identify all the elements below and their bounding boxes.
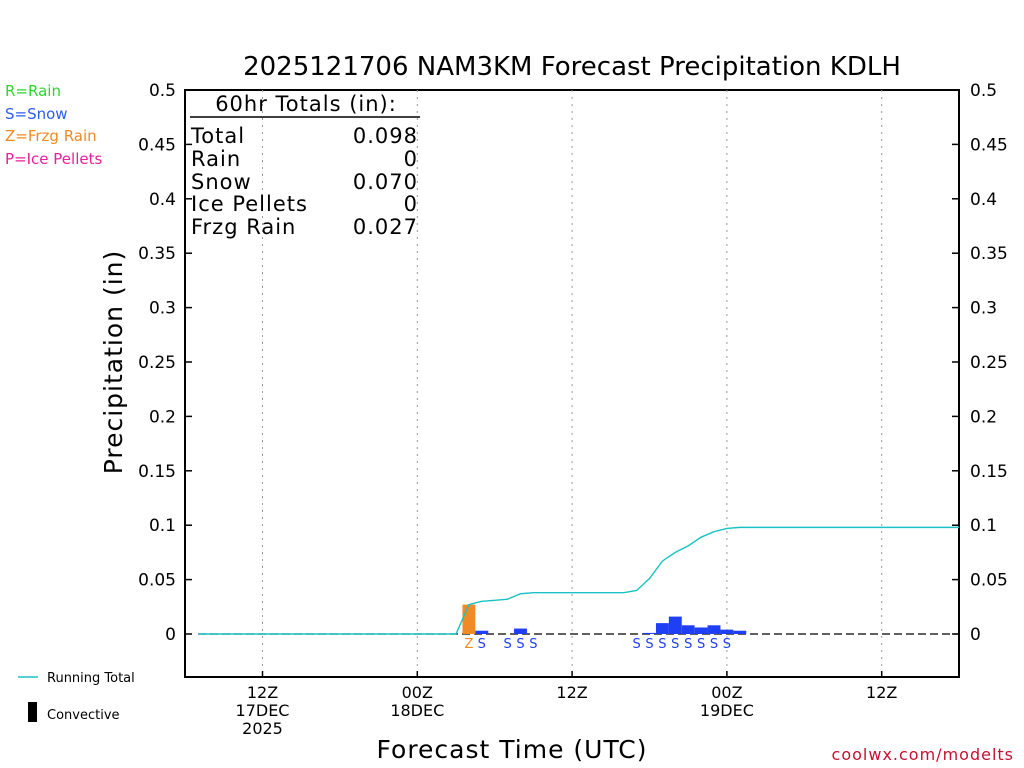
type-code-s: S (710, 637, 718, 652)
y-tick-label: 0.1 (149, 516, 176, 536)
totals-ice-pellets-label: Ice Pellets (191, 192, 308, 216)
x-tick-label: 18DEC (390, 701, 444, 720)
type-code-s: S (697, 637, 705, 652)
bar-snow (707, 625, 721, 634)
type-legend: R=Rain S=Snow Z=Frzg Rain P=Ice Pellets (5, 82, 102, 168)
totals-total-value: 0.098 (353, 124, 418, 148)
x-tick-label: 19DEC (700, 701, 754, 720)
bar-snow (514, 628, 527, 634)
bar-snow (720, 629, 734, 634)
type-code-s: S (671, 637, 679, 652)
y-tick-label: 0.3 (970, 299, 997, 319)
type-code-s: S (632, 637, 640, 652)
y-tick-label: 0.45 (138, 135, 176, 155)
site-credit: coolwx.com/modelts (832, 745, 1014, 764)
type-code-s: S (723, 637, 731, 652)
legend-snow: S=Snow (5, 105, 68, 123)
y-tick-label: 0 (970, 625, 981, 645)
x-tick-label: 00Z (711, 683, 742, 702)
totals-heading: 60hr Totals (in): (215, 92, 397, 116)
convective-legend-label: Convective (47, 708, 120, 723)
x-tick-label: 12Z (247, 683, 278, 702)
x-tick-label: 2025 (242, 719, 283, 738)
bar-snow (681, 625, 695, 634)
type-code-s: S (516, 637, 524, 652)
type-code-s: S (645, 637, 653, 652)
y-tick-label: 0 (165, 625, 176, 645)
y-tick-label: 0.25 (970, 353, 1008, 373)
running-total-legend-label: Running Total (47, 671, 135, 686)
x-tick-label: 12Z (866, 683, 897, 702)
totals-frzg-rain-value: 0.027 (353, 215, 418, 239)
bar-snow (668, 616, 682, 634)
bar-snow (475, 630, 489, 634)
type-code-s: S (658, 637, 666, 652)
type-code-z: Z (464, 637, 473, 652)
y-tick-label: 0.4 (149, 190, 176, 210)
totals-ice-pellets-value: 0 (404, 192, 418, 216)
y-tick-label: 0.05 (138, 571, 176, 591)
x-tick-label: 00Z (402, 683, 433, 702)
y-tick-label: 0.2 (149, 407, 176, 427)
y-tick-label: 0.2 (970, 407, 997, 427)
bar-snow (643, 632, 656, 634)
y-tick-label: 0.45 (970, 135, 1008, 155)
chart-title: 2025121706 NAM3KM Forecast Precipitation… (243, 52, 901, 82)
y-tick-label: 0.15 (970, 462, 1008, 482)
totals-snow-label: Snow (191, 170, 252, 194)
y-tick-label: 0.5 (149, 81, 176, 101)
totals-box: 60hr Totals (in): Total 0.098 Rain 0 Sno… (190, 92, 420, 239)
y-tick-label: 0.3 (149, 299, 176, 319)
y-tick-label: 0.35 (970, 244, 1008, 264)
y-tick-label: 0.25 (138, 353, 176, 373)
x-tick-label: 17DEC (236, 701, 290, 720)
totals-rain-value: 0 (404, 147, 418, 171)
totals-total-label: Total (190, 124, 245, 148)
y-tick-label: 0.15 (138, 462, 176, 482)
y-tick-label: 0.4 (970, 190, 997, 210)
bar-snow (655, 623, 669, 634)
totals-rain-label: Rain (191, 147, 241, 171)
type-code-s: S (503, 637, 511, 652)
y-tick-label: 0.35 (138, 244, 176, 264)
running-total-line (198, 526, 959, 635)
x-axis-label: Forecast Time (UTC) (377, 735, 648, 764)
bar-snow (694, 627, 708, 634)
y-axis-right: 0 0.05 0.1 0.15 0.2 0.25 0.3 0.35 0.4 0.45 0.5 (952, 81, 1008, 645)
y-tick-label: 0.05 (970, 571, 1008, 591)
y-tick-label: 0.5 (970, 81, 997, 101)
legend-frzg-rain: Z=Frzg Rain (5, 127, 97, 145)
legend-ice-pellets: P=Ice Pellets (5, 150, 102, 168)
legend-rain: R=Rain (5, 82, 61, 100)
totals-frzg-rain-label: Frzg Rain (191, 215, 296, 239)
y-axis-label: Precipitation (in) (99, 250, 128, 475)
type-code-s: S (684, 637, 692, 652)
totals-snow-value: 0.070 (353, 170, 418, 194)
x-tick-label: 12Z (556, 683, 587, 702)
bar-frzg-rain (462, 604, 476, 634)
convective-swatch (28, 702, 37, 722)
y-tick-label: 0.1 (970, 516, 997, 536)
type-code-s: S (478, 637, 486, 652)
bar-snow (733, 630, 747, 634)
type-code-s: S (529, 637, 537, 652)
y-axis-left: 0 0.05 0.1 0.15 0.2 0.25 0.3 0.35 0.4 0.45 0.5 (138, 81, 192, 645)
precip-bars (462, 604, 747, 634)
line-legend: Running Total Convective (18, 671, 135, 723)
